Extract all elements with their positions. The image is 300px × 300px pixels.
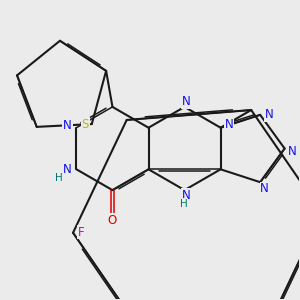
Text: N: N: [182, 95, 190, 108]
Text: N: N: [288, 145, 296, 158]
Text: N: N: [63, 163, 72, 176]
Text: H: H: [180, 199, 188, 208]
Text: N: N: [182, 189, 190, 202]
Text: N: N: [63, 119, 72, 132]
Text: S: S: [82, 118, 89, 131]
Text: N: N: [224, 118, 233, 131]
Text: O: O: [108, 214, 117, 227]
Text: H: H: [55, 172, 63, 183]
Text: N: N: [260, 182, 269, 195]
Text: F: F: [78, 226, 85, 239]
Text: N: N: [265, 108, 274, 121]
